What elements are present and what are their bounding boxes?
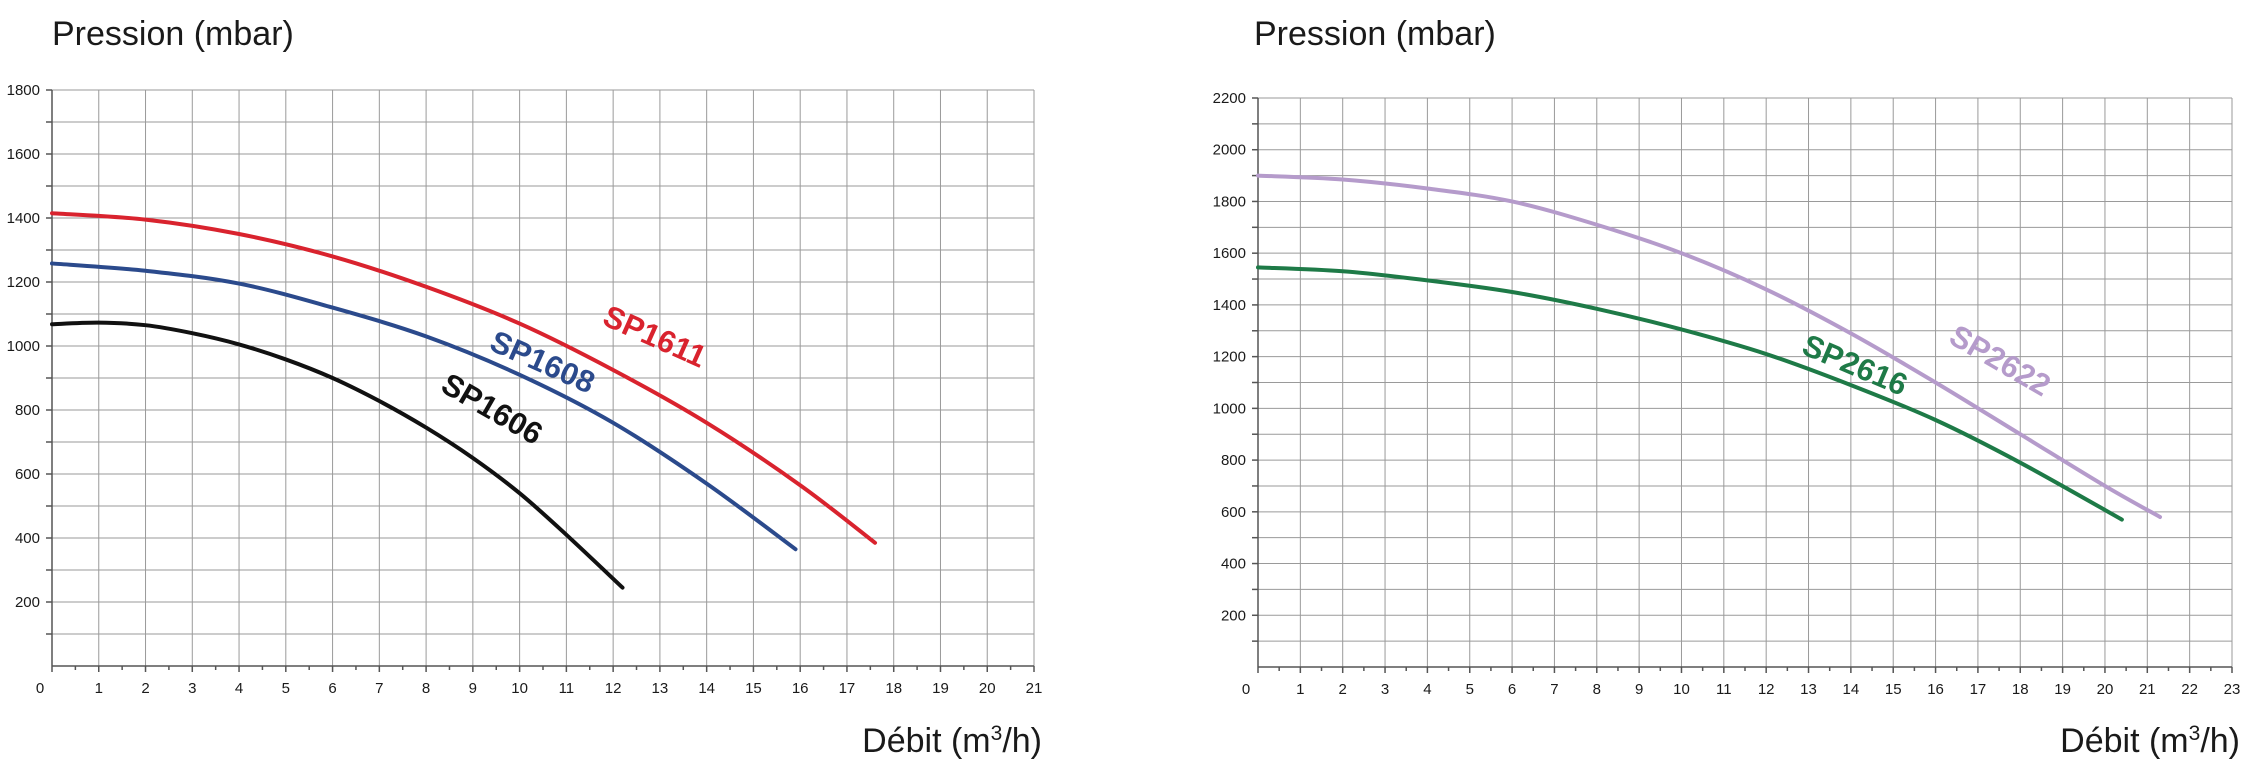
series-line-sp2622 [1256, 173, 2163, 519]
y-tick-label: 2200 [1213, 90, 1246, 107]
y-tick-label: 2000 [1213, 142, 1246, 159]
x-tick-label: 4 [235, 680, 243, 697]
x-tick-label: 2 [1339, 681, 1347, 698]
x-tick-label: 1 [95, 680, 103, 697]
series-label-sp2616: SP2616 [1797, 327, 1912, 402]
y-tick-label: 1000 [1213, 400, 1246, 417]
x-tick-label: 11 [1716, 681, 1732, 698]
x-tick-label: 11 [559, 680, 575, 697]
series-line-sp1606 [50, 320, 625, 590]
x-tick-label: 14 [698, 680, 715, 697]
x-tick-label: 23 [2224, 681, 2241, 698]
y-tick-label: 1800 [7, 82, 40, 99]
x-tick-label: 3 [1381, 681, 1389, 698]
x-tick-label: 7 [375, 680, 383, 697]
x-tick-label: 19 [2054, 681, 2071, 698]
x-tick-label: 17 [839, 680, 856, 697]
y-axis-title: Pression (mbar) [52, 15, 294, 53]
x-tick-label: 8 [422, 680, 430, 697]
x-tick-label: 15 [1885, 681, 1902, 698]
x-tick-label: 13 [1800, 681, 1817, 698]
x-tick-label: 4 [1423, 681, 1431, 698]
x-axis-title: Débit (m3/h) [862, 722, 1042, 760]
x-tick-label: 22 [2181, 681, 2198, 698]
chart-1: Pression (mbar)Débit (m3/h)0 1 2 3 4 5 6 7 8 9 10 1… [7, 15, 1043, 760]
y-tick-label: 1600 [1213, 245, 1246, 262]
series-line-sp1608 [50, 261, 798, 552]
y-tick-label: 1000 [7, 338, 40, 355]
y-tick-label: 400 [1221, 556, 1246, 573]
x-tick-label: 14 [1843, 681, 1860, 698]
x-tick-label: 9 [1635, 681, 1643, 698]
x-tick-label: 0 [1242, 681, 1250, 698]
x-axis-title: Débit (m3/h) [2060, 722, 2240, 760]
x-tick-label: 10 [1673, 681, 1690, 698]
x-tick-label: 18 [885, 680, 902, 697]
y-tick-label: 1400 [7, 210, 40, 227]
x-tick-label: 17 [1970, 681, 1987, 698]
x-tick-label: 5 [1466, 681, 1474, 698]
y-tick-label: 200 [1221, 607, 1246, 624]
x-tick-label: 2 [141, 680, 149, 697]
x-tick-label: 6 [1508, 681, 1516, 698]
x-tick-label: 15 [745, 680, 762, 697]
series-label-sp1611: SP1611 [598, 298, 711, 374]
x-tick-label: 18 [2012, 681, 2029, 698]
series-line-sp1611 [50, 211, 878, 545]
y-tick-label: 1200 [1213, 349, 1246, 366]
x-tick-label: 20 [2097, 681, 2114, 698]
y-tick-label: 800 [1221, 452, 1246, 469]
x-tick-label: 21 [1026, 680, 1043, 697]
x-tick-label: 5 [282, 680, 290, 697]
x-tick-label: 1 [1296, 681, 1304, 698]
x-tick-label: 19 [932, 680, 949, 697]
x-tick-label: 12 [605, 680, 622, 697]
y-tick-label: 1800 [1213, 193, 1246, 210]
y-tick-label: 400 [15, 530, 40, 547]
x-tick-label: 13 [652, 680, 669, 697]
x-tick-label: 0 [36, 680, 44, 697]
y-axis-title: Pression (mbar) [1254, 15, 1496, 53]
y-tick-label: 600 [15, 466, 40, 483]
series-line-sp2616 [1256, 265, 2124, 522]
y-tick-label: 600 [1221, 504, 1246, 521]
y-tick-label: 1400 [1213, 297, 1246, 314]
x-tick-label: 12 [1758, 681, 1775, 698]
x-tick-label: 7 [1550, 681, 1558, 698]
y-tick-label: 1600 [7, 146, 40, 163]
chart-2: Pression (mbar)Débit (m3/h)0 1 2 3 4 5 6 7 8 9 10 1… [1213, 15, 2241, 760]
x-tick-label: 9 [469, 680, 477, 697]
x-tick-label: 8 [1593, 681, 1601, 698]
y-tick-label: 200 [15, 594, 40, 611]
y-tick-label: 1200 [7, 274, 40, 291]
x-tick-label: 16 [792, 680, 809, 697]
x-tick-label: 16 [1927, 681, 1944, 698]
x-tick-label: 20 [979, 680, 996, 697]
x-tick-label: 6 [328, 680, 336, 697]
x-tick-label: 10 [511, 680, 528, 697]
x-tick-label: 21 [2139, 681, 2156, 698]
x-tick-label: 3 [188, 680, 196, 697]
y-tick-label: 800 [15, 402, 40, 419]
